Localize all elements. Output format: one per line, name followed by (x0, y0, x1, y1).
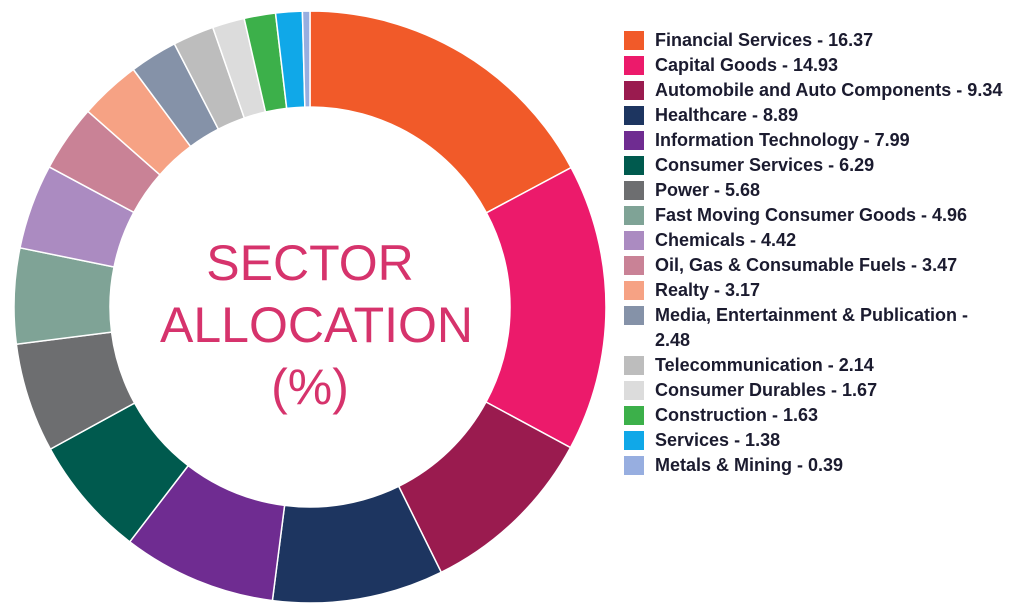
legend-swatch (624, 31, 644, 50)
legend-label: Information Technology - 7.99 (655, 130, 910, 150)
chart-title: SECTOR ALLOCATION (%) (160, 232, 474, 418)
legend-label: Healthcare - 8.89 (655, 105, 799, 125)
legend-label: Construction - 1.63 (655, 405, 819, 425)
legend-item: Automobile and Auto Components - 9.34 (624, 78, 1004, 103)
legend-swatch (624, 256, 644, 275)
legend-label: Financial Services - 16.37 (655, 30, 874, 50)
pie-slice-capital-goods (484, 166, 607, 449)
legend-item: Consumer Durables - 1.67 (624, 378, 1004, 403)
pie-slice-metals-mining (301, 10, 311, 108)
legend-label: Consumer Services - 6.29 (655, 155, 875, 175)
legend-item: Capital Goods - 14.93 (624, 53, 1004, 78)
legend-item: Telecommunication - 2.14 (624, 353, 1004, 378)
pie-slice-financial-services (309, 10, 573, 214)
legend-swatch (624, 456, 644, 475)
legend-label: Media, Entertainment & Publication - 2.4… (655, 305, 969, 350)
legend-swatch (624, 56, 644, 75)
legend-swatch (624, 106, 644, 125)
legend-swatch (624, 81, 644, 100)
legend-swatch (624, 356, 644, 375)
legend-item: Realty - 3.17 (624, 278, 1004, 303)
legend-swatch (624, 181, 644, 200)
legend-item: Media, Entertainment & Publication - 2.4… (624, 303, 1004, 353)
legend-label: Telecommunication - 2.14 (655, 355, 874, 375)
legend-item: Financial Services - 16.37 (624, 28, 1004, 53)
legend-label: Power - 5.68 (655, 180, 761, 200)
legend-label: Chemicals - 4.42 (655, 230, 797, 250)
legend-item: Healthcare - 8.89 (624, 103, 1004, 128)
legend-item: Oil, Gas & Consumable Fuels - 3.47 (624, 253, 1004, 278)
legend-item: Consumer Services - 6.29 (624, 153, 1004, 178)
legend-swatch (624, 156, 644, 175)
legend-label: Oil, Gas & Consumable Fuels - 3.47 (655, 255, 958, 275)
legend-label: Metals & Mining - 0.39 (655, 455, 844, 475)
chart-legend: Financial Services - 16.37 Capital Goods … (624, 28, 1004, 478)
chart-title-line-1: SECTOR (206, 235, 414, 291)
legend-swatch (624, 281, 644, 300)
legend-label: Capital Goods - 14.93 (655, 55, 839, 75)
legend-item: Metals & Mining - 0.39 (624, 453, 1004, 478)
legend-item: Information Technology - 7.99 (624, 128, 1004, 153)
legend-label: Fast Moving Consumer Goods - 4.96 (655, 205, 968, 225)
legend-swatch (624, 406, 644, 425)
legend-item: Chemicals - 4.42 (624, 228, 1004, 253)
legend-label: Services - 1.38 (655, 430, 781, 450)
legend-swatch (624, 131, 644, 150)
legend-item: Services - 1.38 (624, 428, 1004, 453)
legend-item: Power - 5.68 (624, 178, 1004, 203)
legend-item: Construction - 1.63 (624, 403, 1004, 428)
chart-title-line-3: (%) (271, 359, 349, 415)
legend-swatch (624, 431, 644, 450)
legend-label: Automobile and Auto Components - 9.34 (655, 80, 1003, 100)
legend-item: Fast Moving Consumer Goods - 4.96 (624, 203, 1004, 228)
legend-label: Realty - 3.17 (655, 280, 761, 300)
legend-swatch (624, 206, 644, 225)
legend-swatch (624, 381, 644, 400)
legend-label: Consumer Durables - 1.67 (655, 380, 878, 400)
legend-swatch (624, 306, 644, 325)
chart-title-line-2: ALLOCATION (160, 297, 474, 353)
legend-swatch (624, 231, 644, 250)
